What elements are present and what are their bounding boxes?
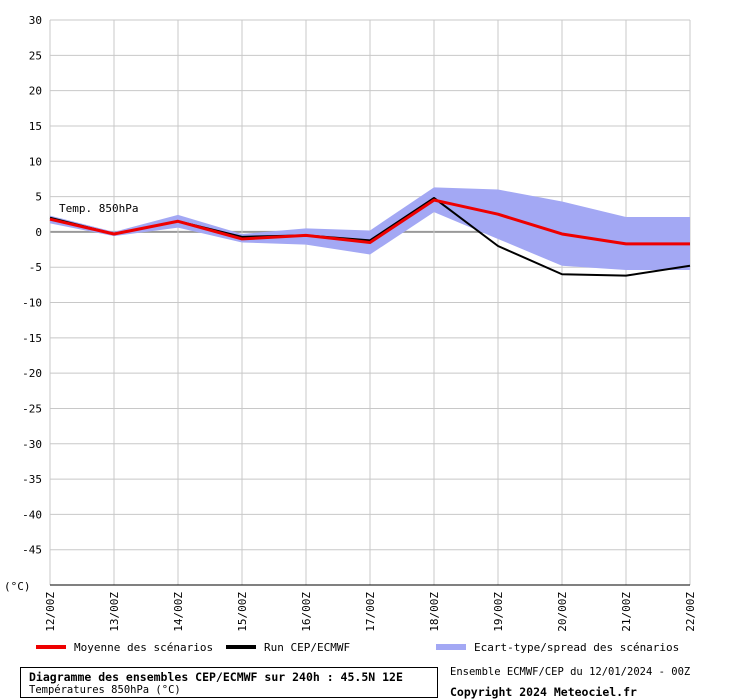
chart-grid bbox=[49, 19, 691, 586]
y-tick-label: -10 bbox=[22, 297, 42, 310]
legend-label-spread: Ecart-type/spread des scénarios bbox=[474, 640, 680, 654]
x-tick-label: 21/00Z bbox=[620, 592, 633, 632]
copyright-label: Copyright 2024 Meteociel.fr bbox=[450, 685, 637, 699]
spread-band bbox=[50, 187, 690, 271]
legend-label-mean: Moyenne des scénarios bbox=[74, 640, 214, 654]
axis-labels: 30 25 20 15 10 5 0 -5 -10 -15 -20 -25 -30 -35 -40 -45 12… bbox=[22, 14, 697, 632]
x-tick-label: 12/00Z bbox=[44, 592, 57, 632]
y-tick-label: -20 bbox=[22, 367, 42, 380]
x-tick-label: 20/00Z bbox=[556, 592, 569, 632]
chart-info-box: Diagramme des ensembles CEP/ECMWF sur 24… bbox=[20, 667, 438, 698]
y-tick-label: -25 bbox=[22, 402, 42, 415]
chart-annotation: Temp. 850hPa bbox=[59, 202, 138, 215]
legend-item-run: Run CEP/ECMWF bbox=[226, 640, 350, 654]
y-tick-label: -45 bbox=[22, 544, 42, 557]
y-tick-label: -40 bbox=[22, 508, 42, 521]
x-tick-label: 15/00Z bbox=[236, 592, 249, 632]
x-tick-label: 16/00Z bbox=[300, 592, 313, 632]
legend-swatch-spread bbox=[436, 644, 466, 650]
y-tick-label: 25 bbox=[29, 49, 42, 62]
legend-label-run: Run CEP/ECMWF bbox=[264, 640, 351, 654]
mean-line bbox=[49, 198, 690, 246]
y-tick-label: -35 bbox=[22, 473, 42, 486]
legend-swatch-run bbox=[226, 645, 256, 649]
y-tick-label: 20 bbox=[29, 85, 42, 98]
x-tick-label: 13/00Z bbox=[108, 592, 121, 632]
y-tick-label: -5 bbox=[29, 261, 42, 274]
ensemble-chart: 30 25 20 15 10 5 0 -5 -10 -15 -20 -25 -30 -35 -40 -45 12… bbox=[4, 14, 697, 632]
y-tick-label: -15 bbox=[22, 332, 42, 345]
ensemble-run-label: Ensemble ECMWF/CEP du 12/01/2024 - 00Z bbox=[450, 666, 691, 678]
chart-title: Diagramme des ensembles CEP/ECMWF sur 24… bbox=[29, 670, 403, 684]
y-tick-label: 15 bbox=[29, 120, 42, 133]
x-tick-label: 22/00Z bbox=[684, 592, 697, 632]
y-tick-label: -30 bbox=[22, 438, 42, 451]
x-tick-label: 19/00Z bbox=[492, 592, 505, 632]
y-tick-label: 5 bbox=[35, 191, 42, 204]
chart-subtitle: Températures 850hPa (°C) bbox=[29, 684, 181, 696]
legend-item-mean: Moyenne des scénarios bbox=[36, 640, 213, 654]
legend-item-spread: Ecart-type/spread des scénarios bbox=[436, 640, 679, 654]
y-tick-label: 10 bbox=[29, 155, 42, 168]
chart-lines bbox=[49, 196, 691, 277]
y-unit-label: (°C) bbox=[4, 580, 31, 593]
spread-area bbox=[50, 187, 690, 271]
x-tick-label: 17/00Z bbox=[364, 592, 377, 632]
legend-swatch-mean bbox=[36, 645, 66, 649]
x-tick-label: 14/00Z bbox=[172, 592, 185, 632]
y-tick-label: 0 bbox=[35, 226, 42, 239]
y-tick-label: 30 bbox=[29, 14, 42, 27]
x-tick-label: 18/00Z bbox=[428, 592, 441, 632]
